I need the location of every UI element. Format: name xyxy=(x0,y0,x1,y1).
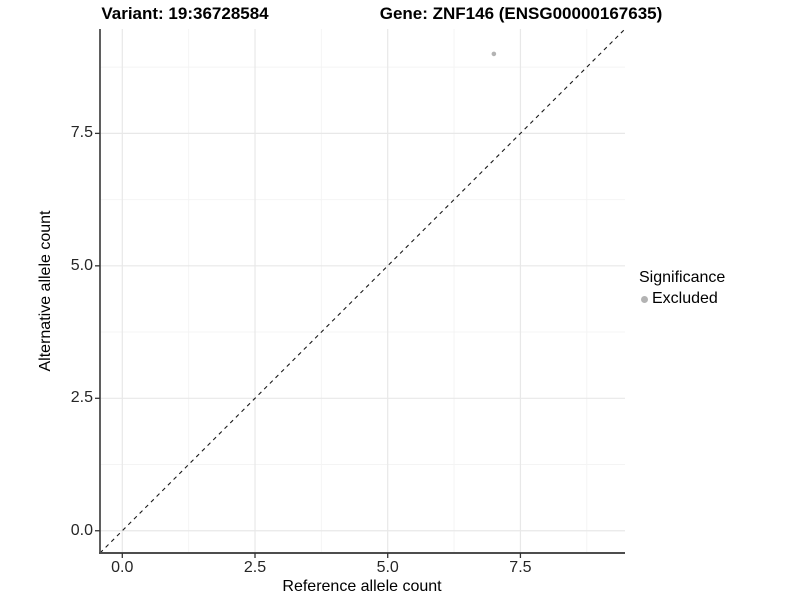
y-tick-label: 7.5 xyxy=(70,124,93,142)
x-tick-label: 7.5 xyxy=(509,559,532,576)
legend: Significance Excluded xyxy=(639,269,725,308)
y-tick-label: 5.0 xyxy=(70,256,93,274)
y-axis-title: Alternative allele count xyxy=(37,210,54,372)
legend-entry-excluded: Excluded xyxy=(639,290,725,308)
legend-entry-label: Excluded xyxy=(652,290,718,307)
legend-point-icon xyxy=(641,295,648,303)
x-tick-label: 5.0 xyxy=(376,559,399,576)
legend-title: Significance xyxy=(639,269,726,286)
data-point xyxy=(491,51,497,57)
y-tick-label: 2.5 xyxy=(70,389,93,407)
x-tick-label: 2.5 xyxy=(243,559,267,576)
y-tick-label: 0.0 xyxy=(70,521,93,539)
variant-title: Variant: 19:36728584 xyxy=(101,4,269,23)
gene-title: Gene: ZNF146 (ENSG00000167635) xyxy=(379,4,663,23)
identity-dashed-line xyxy=(99,28,626,554)
x-axis-title: Reference allele count xyxy=(282,578,442,595)
x-tick-label: 0.0 xyxy=(111,559,134,576)
